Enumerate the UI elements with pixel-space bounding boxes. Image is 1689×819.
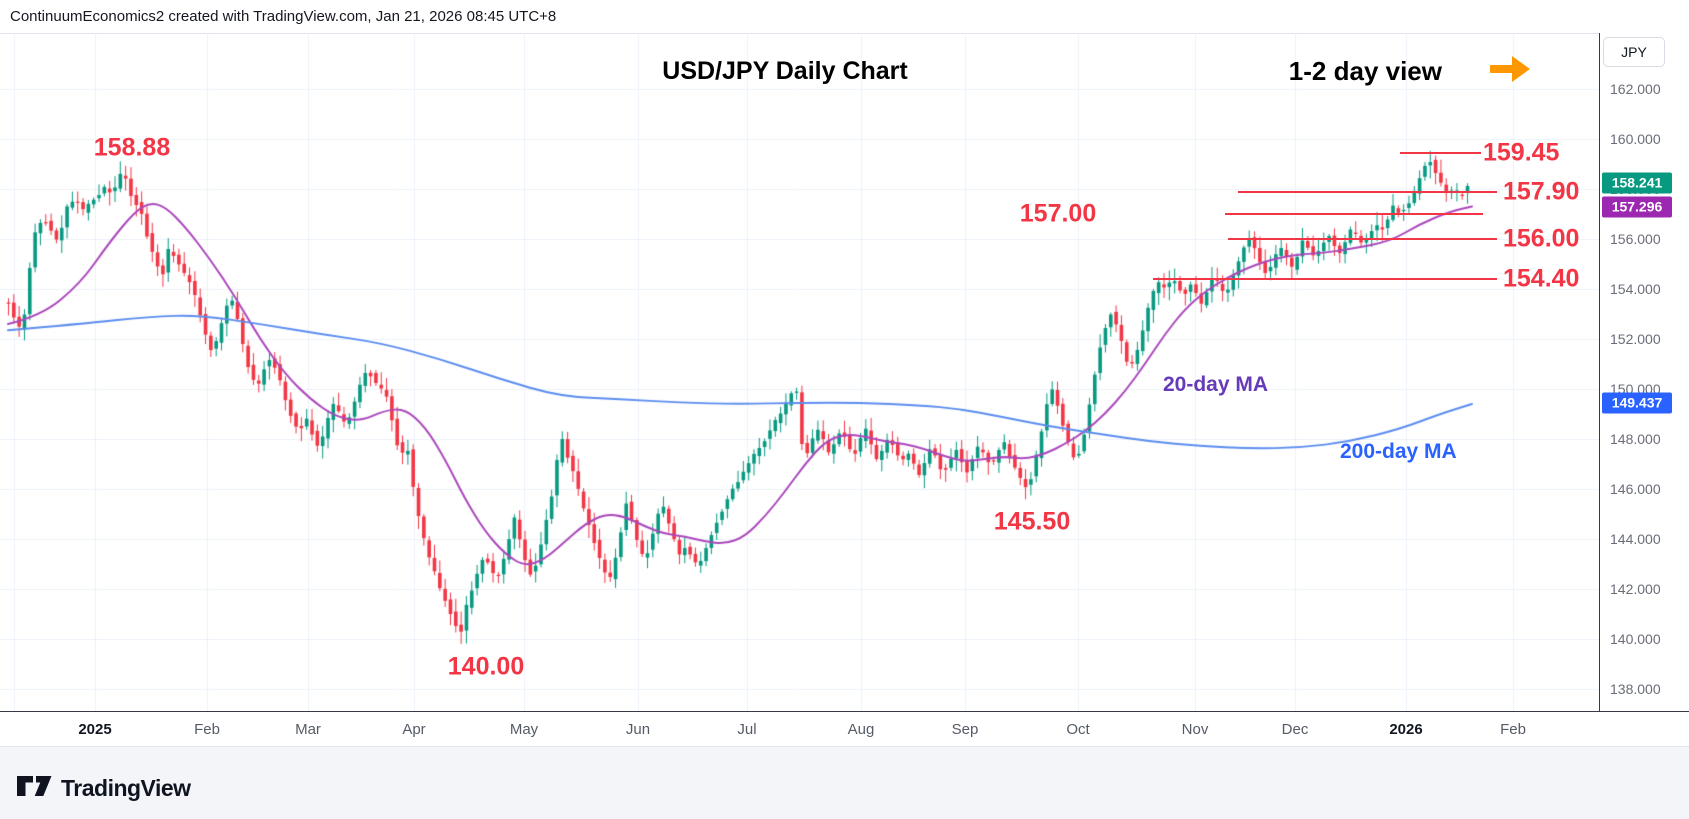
price-tick-label: 162.000	[1610, 81, 1661, 97]
level-line-159.45[interactable]	[1400, 151, 1481, 154]
time-axis-label: Feb	[194, 721, 220, 738]
annotation-145.50: 145.50	[993, 507, 1071, 536]
price-tick-label: 146.000	[1610, 481, 1661, 497]
price-chart-canvas[interactable]	[0, 33, 1599, 711]
time-axis-label: Nov	[1181, 721, 1209, 738]
time-axis-label: Jun	[625, 721, 651, 738]
price-axis-separator	[1599, 33, 1600, 711]
price-tick-label: 152.000	[1610, 331, 1661, 347]
level-label-157.00: 157.00	[1019, 199, 1097, 228]
price-tick-label: 160.000	[1610, 131, 1661, 147]
time-axis-label: Oct	[1066, 721, 1090, 738]
level-label-156.00: 156.00	[1503, 224, 1580, 253]
level-line-157.00[interactable]	[1225, 213, 1483, 215]
right-arrow-icon	[1488, 52, 1532, 91]
attribution-text: ContinuumEconomics2 created with Trading…	[10, 8, 557, 25]
time-axis-label: Feb	[1500, 721, 1526, 738]
ma200-label: 200-day MA	[1340, 440, 1457, 463]
price-badge: 149.437	[1602, 392, 1672, 414]
time-axis-label: Aug	[847, 721, 875, 738]
time-axis-label: Dec	[1281, 721, 1309, 738]
ma20-label: 20-day MA	[1163, 373, 1269, 396]
level-label-159.45: 159.45	[1483, 138, 1560, 167]
time-axis-label: Apr	[402, 721, 426, 738]
currency-unit-button[interactable]: JPY	[1603, 37, 1665, 67]
chart-title: USD/JPY Daily Chart	[662, 57, 908, 85]
time-axis-label: May	[509, 721, 539, 738]
price-badge: 158.241	[1602, 172, 1672, 194]
tradingview-logo[interactable]: TradingView	[16, 775, 191, 802]
time-axis-label: Sep	[951, 721, 979, 738]
level-label-157.90: 157.90	[1503, 177, 1580, 205]
view-note-label: 1-2 day view	[1288, 56, 1442, 86]
price-tick-label: 154.000	[1610, 281, 1661, 297]
price-tick-label: 142.000	[1610, 581, 1661, 597]
annotation-158.88: 158.88	[93, 133, 171, 162]
time-axis-separator	[0, 711, 1689, 712]
level-line-154.40[interactable]	[1153, 278, 1497, 280]
price-tick-label: 138.000	[1610, 681, 1661, 697]
time-axis-label: Mar	[295, 721, 321, 738]
time-axis-label: Jul	[737, 721, 757, 738]
bottom-margin	[0, 746, 1689, 819]
price-tick-label: 156.000	[1610, 231, 1661, 247]
level-label-154.40: 154.40	[1503, 264, 1580, 293]
price-badge: 157.296	[1602, 196, 1672, 218]
level-line-156.00[interactable]	[1228, 238, 1497, 240]
level-line-157.90[interactable]	[1238, 190, 1497, 193]
time-axis-label: 2025	[78, 721, 112, 738]
time-axis-label: 2026	[1389, 721, 1423, 738]
tradingview-logo-text: TradingView	[61, 775, 191, 801]
price-axis[interactable]: 162.000160.000158.000156.000154.000152.0…	[1600, 33, 1689, 711]
price-tick-label: 148.000	[1610, 431, 1661, 447]
price-tick-label: 140.000	[1610, 631, 1661, 647]
annotation-140.00: 140.00	[447, 652, 525, 681]
price-tick-label: 144.000	[1610, 531, 1661, 547]
tradingview-logo-icon	[16, 775, 53, 802]
time-axis[interactable]: 2025 Feb Mar Apr May Jun Jul Aug Sep Oct Nov Dec 202…	[0, 712, 1689, 746]
